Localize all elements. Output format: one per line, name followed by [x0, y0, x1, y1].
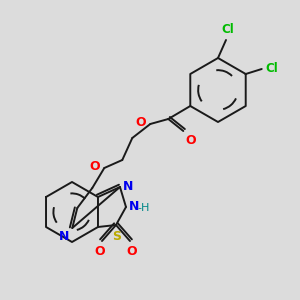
- Text: Cl: Cl: [222, 23, 234, 36]
- Text: O: O: [185, 134, 196, 147]
- Text: N: N: [123, 179, 134, 193]
- Text: O: O: [136, 116, 146, 128]
- Text: O: O: [90, 160, 100, 172]
- Text: N: N: [129, 200, 140, 214]
- Text: O: O: [95, 245, 105, 258]
- Text: O: O: [127, 245, 137, 258]
- Text: Cl: Cl: [266, 61, 278, 74]
- Text: N: N: [59, 230, 69, 243]
- Text: S: S: [112, 230, 122, 243]
- Text: -H: -H: [137, 203, 149, 213]
